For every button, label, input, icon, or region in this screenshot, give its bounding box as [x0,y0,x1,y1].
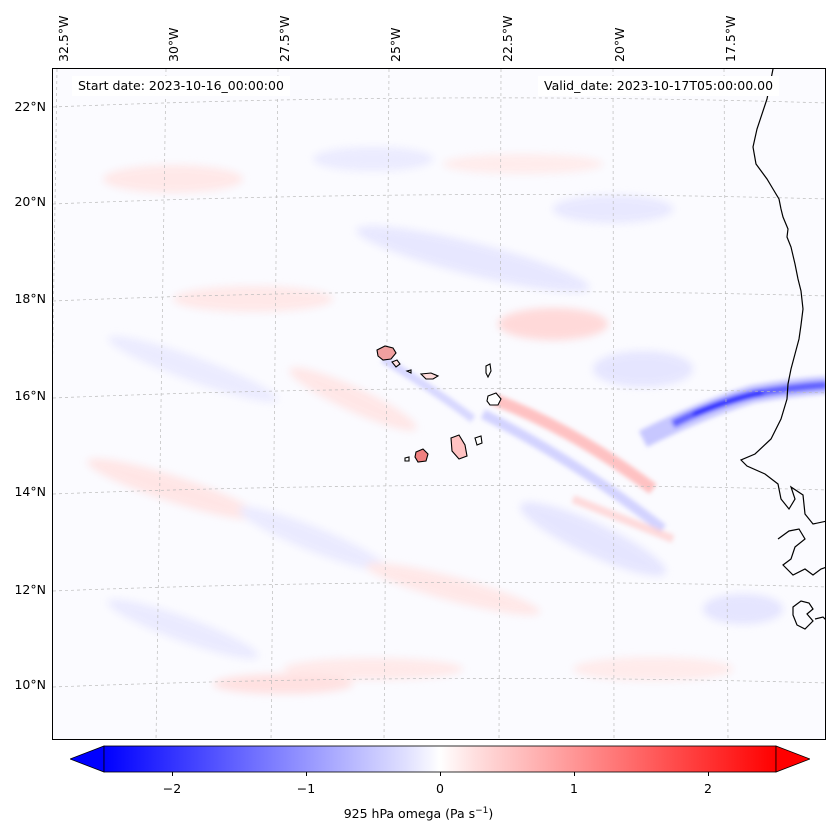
lon-label: 22.5°W [500,15,515,62]
lon-label: 27.5°W [277,15,292,62]
colorbar-label-close: ) [488,806,494,822]
lon-label: 17.5°W [723,15,738,62]
colorbar-tick [574,772,575,776]
island-santiago [450,434,468,460]
lon-label: 25°W [388,27,403,62]
colorbar-extend-max [775,745,812,773]
island-sao-vicente [391,359,401,368]
colorbar-tick [440,772,441,776]
colorbar-label: 925 hPa omega (Pa s−1) [0,806,837,821]
lat-label: 18°N [14,291,46,306]
gridlines [53,69,825,739]
africa-coastline [739,69,825,630]
lat-label: 12°N [14,582,46,597]
colorbar-tick-label: 1 [570,781,578,796]
lon-label: 30°W [166,27,181,62]
colorbar-svg [68,745,812,773]
colorbar-label-text: 925 hPa omega (Pa s [343,806,476,822]
islands [376,345,502,463]
island-boa-vista [486,392,502,406]
colorbar-tick-label: −2 [162,781,182,796]
island-maio [474,435,483,446]
lat-label: 22°N [14,99,46,114]
island-brava [404,456,410,462]
field-patches [87,147,783,694]
colorbar-tick-label: 2 [704,781,712,796]
colorbar-tick [708,772,709,776]
lon-label: 32.5°W [56,15,71,62]
island-sal [485,363,492,379]
colorbar-tick-label: −1 [296,781,316,796]
colorbar-tick [172,772,173,776]
lat-label: 14°N [14,484,46,499]
lon-label: 20°W [612,27,627,62]
omega-field-map[interactable] [53,69,826,740]
start-date-label: Start date: 2023-10-16_00:00:00 [72,76,290,96]
lat-label: 16°N [14,388,46,403]
lat-label: 20°N [14,194,46,209]
map-frame[interactable] [52,68,826,740]
lat-label: 10°N [14,677,46,692]
island-sao-nicolau [419,372,440,380]
colorbar [68,744,812,774]
valid-date-label: Valid_date: 2023-10-17T05:00:00.00 [538,76,780,96]
colorbar-label-sup: −1 [475,806,489,816]
colorbar-tick-label: 0 [436,781,444,796]
colorbar-body [103,745,777,773]
colorbar-extend-min [68,745,105,773]
island-fogo [414,448,429,463]
island-santa-luzia [405,369,412,374]
colorbar-tick [306,772,307,776]
field-bands [380,355,825,543]
island-santo-antao [376,345,397,361]
